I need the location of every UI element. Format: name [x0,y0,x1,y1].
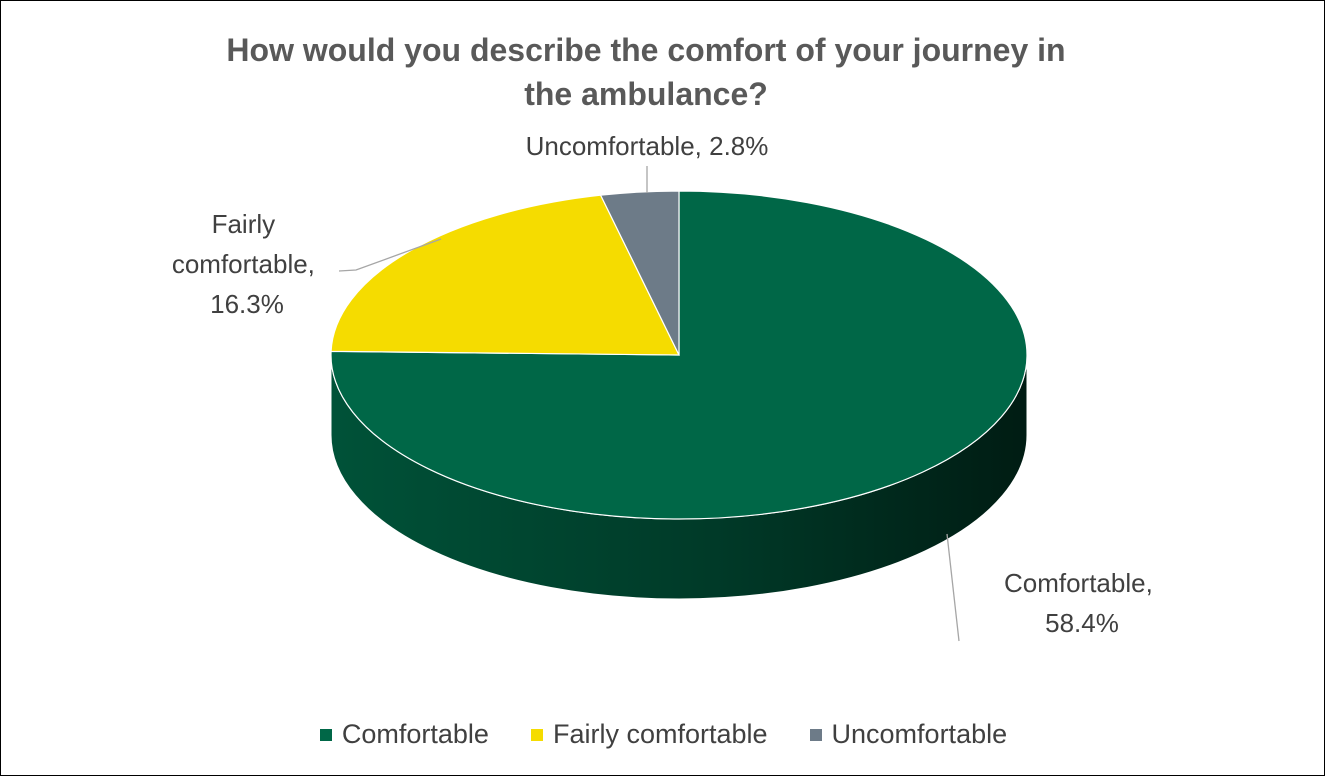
legend-swatch-fairly-comfortable [530,728,543,741]
legend-swatch-uncomfortable [809,728,822,741]
legend-label-comfortable: Comfortable [341,719,489,749]
pie-top-group [330,190,1028,520]
leader-line-comfortable [946,533,960,642]
chart-title-line-1: How would you describe the comfort of yo… [226,32,1066,68]
legend-item-uncomfortable: Uncomfortable [809,719,1008,750]
legend-item-fairly-comfortable: Fairly comfortable [530,719,768,750]
pie-slice-fairly-comfortable [330,194,680,356]
legend-label-fairly-comfortable: Fairly comfortable [552,719,768,749]
data-label-uncomfortable: Uncomfortable, 2.8% [526,131,769,161]
data-label-comfortable: Comfortable, 58.4% [1004,568,1160,638]
data-label-fairly-comfortable: Fairly comfortable, 16.3% [172,209,322,319]
chart-legend: Comfortable Fairly comfortable Uncomfort… [1,719,1325,750]
legend-label-uncomfortable: Uncomfortable [831,719,1008,749]
leader-line-fairly-comfortable [338,238,442,272]
pie-slice-uncomfortable [599,190,680,356]
legend-swatch-comfortable [319,728,332,741]
legend-item-comfortable: Comfortable [319,719,489,750]
chart-title-line-2: the ambulance? [524,76,768,112]
